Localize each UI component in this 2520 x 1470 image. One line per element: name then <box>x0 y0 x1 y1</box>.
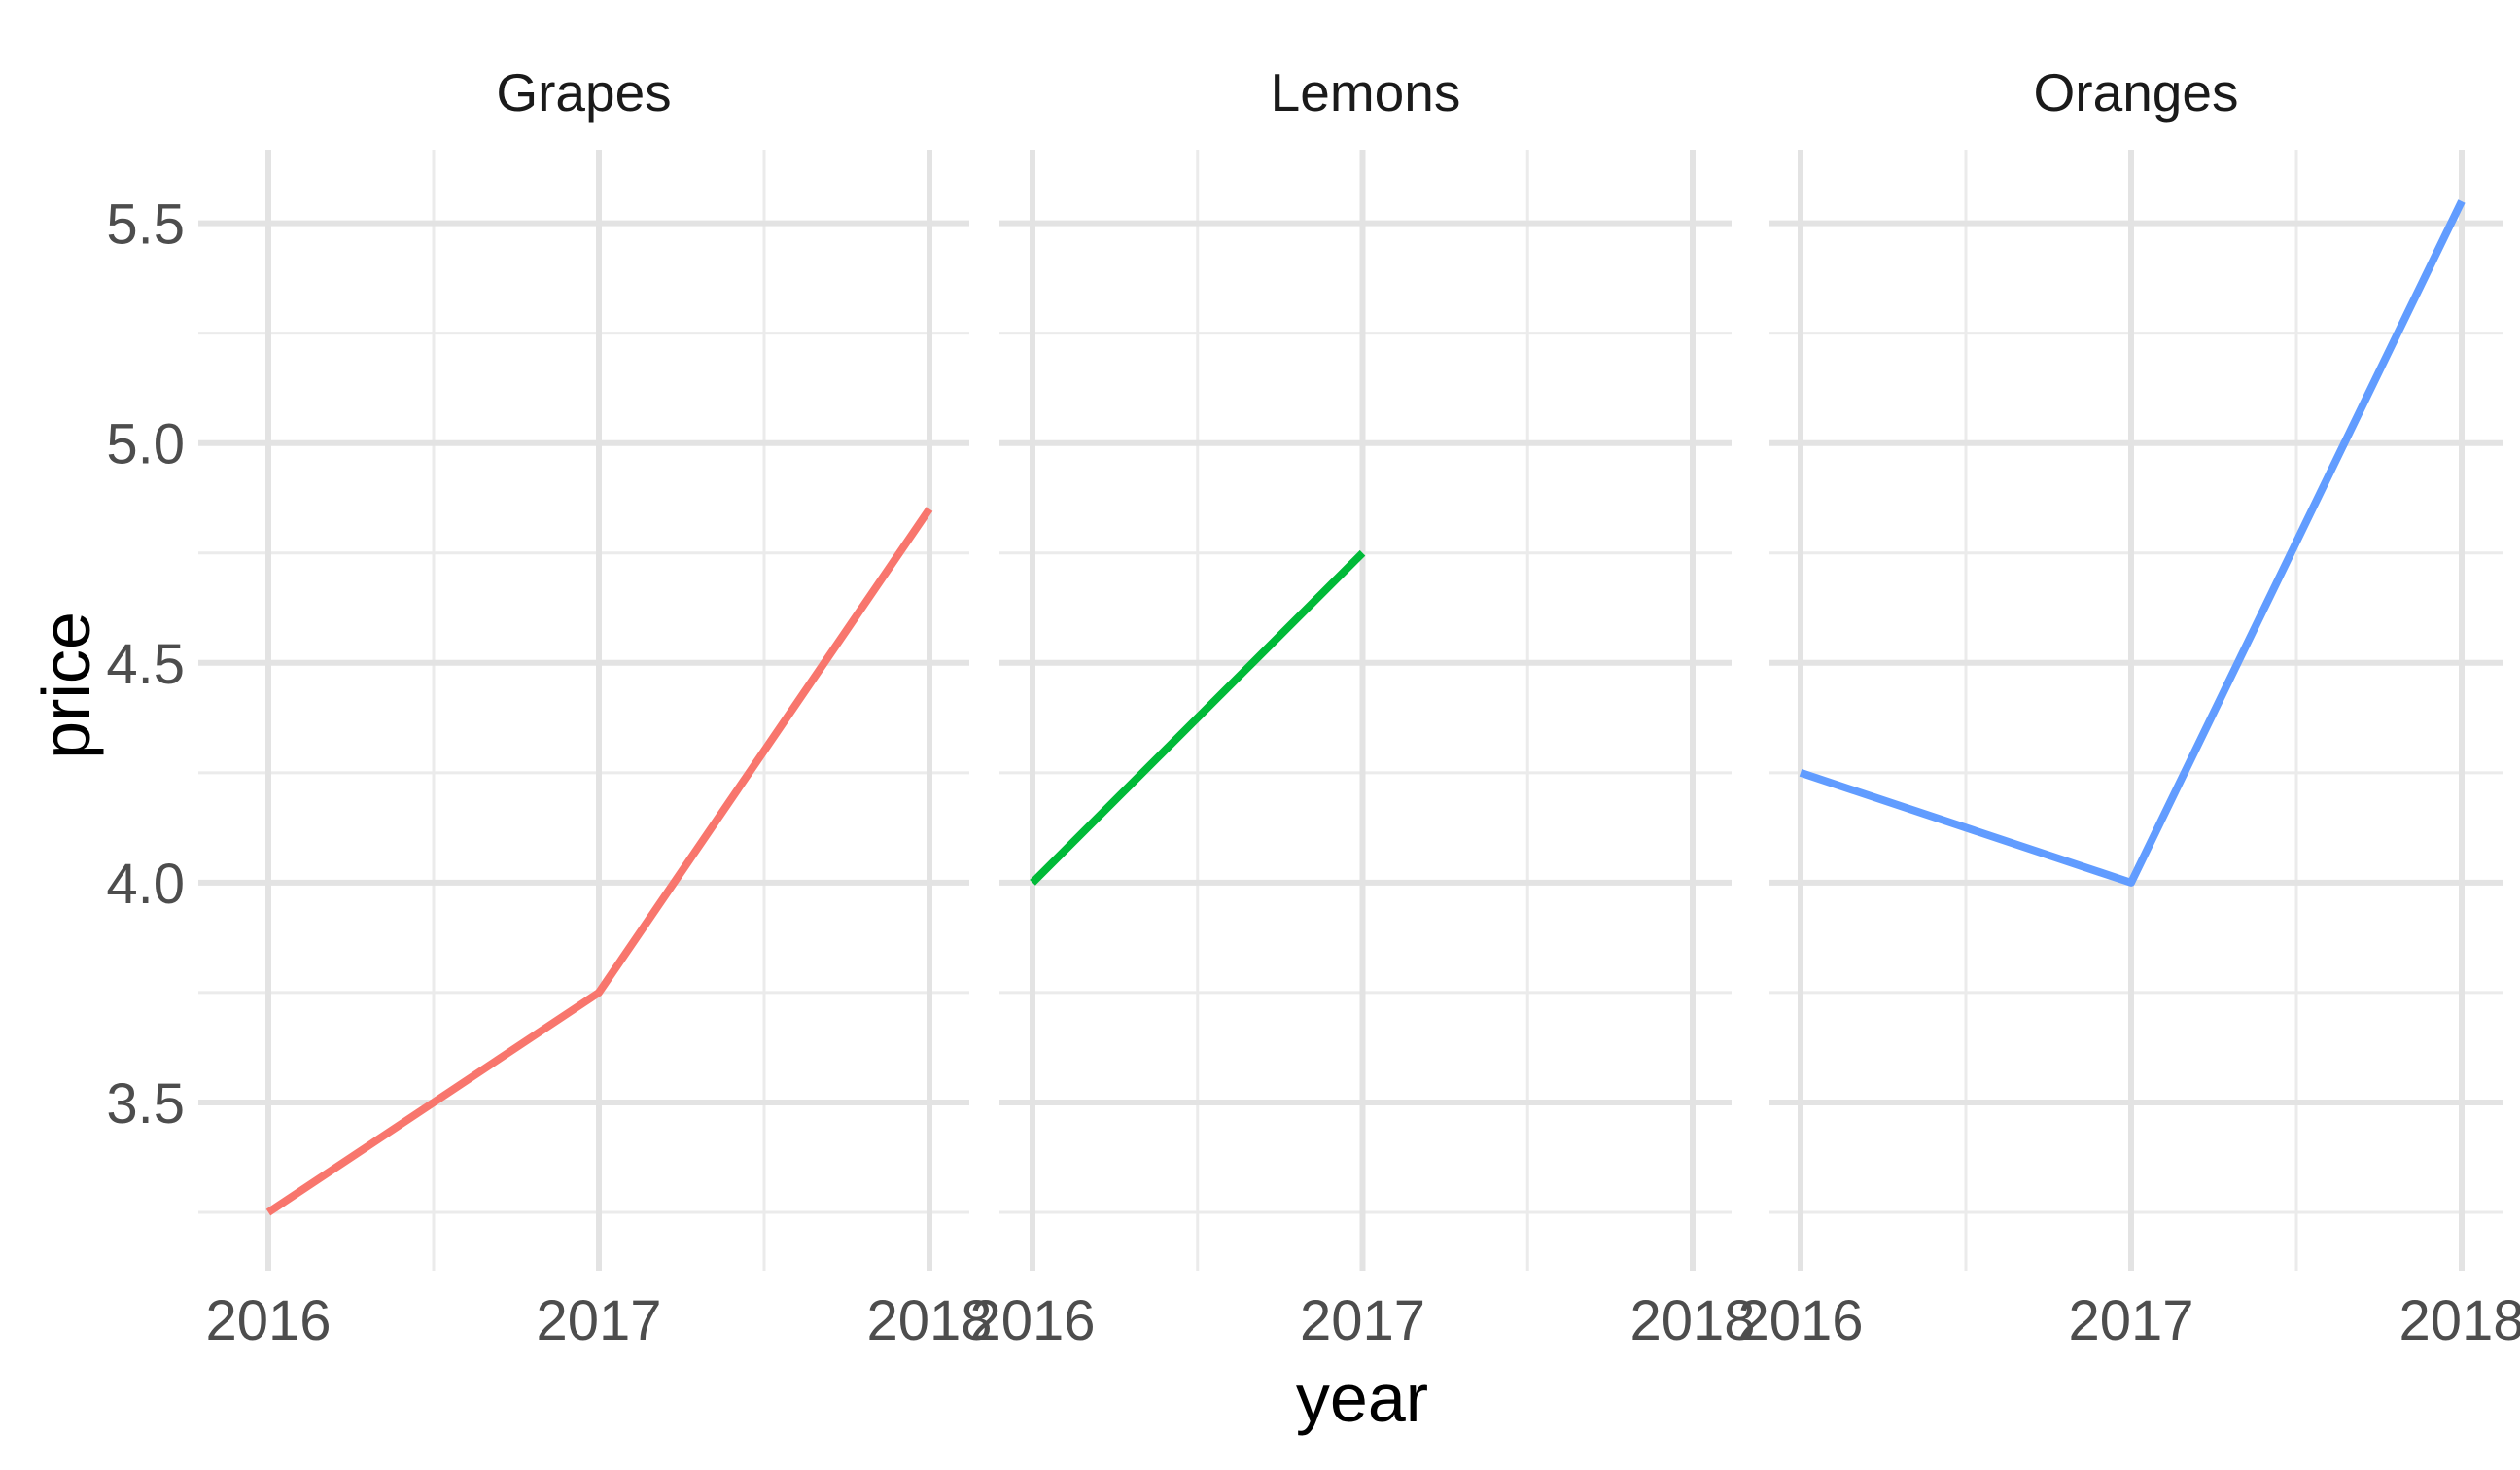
y-tick-label: 4.0 <box>106 853 185 916</box>
y-tick-label: 4.5 <box>106 633 185 696</box>
x-tick-label: 2017 <box>2068 1289 2193 1352</box>
x-tick-label: 2017 <box>1300 1289 1425 1352</box>
y-axis-title: price <box>28 612 104 759</box>
series-line-lemons <box>1030 549 1366 886</box>
y-tick-label: 3.5 <box>106 1072 185 1136</box>
y-tick-label: 5.5 <box>106 193 185 257</box>
x-tick-label: 2017 <box>536 1289 661 1352</box>
x-tick-label: 2016 <box>205 1289 331 1352</box>
x-tick-label: 2018 <box>2398 1289 2520 1352</box>
facet-strip-label: Grapes <box>496 62 671 122</box>
x-tick-label: 2016 <box>969 1289 1095 1352</box>
facet-strip-label: Oranges <box>2034 62 2239 122</box>
facet-strip-label: Lemons <box>1271 62 1461 122</box>
x-tick-label: 2016 <box>1737 1289 1863 1352</box>
x-tick-label: 2018 <box>1629 1289 1755 1352</box>
x-axis-title: year <box>1296 1360 1428 1436</box>
y-tick-label: 5.0 <box>106 413 185 476</box>
x-tick-label: 2018 <box>866 1289 992 1352</box>
